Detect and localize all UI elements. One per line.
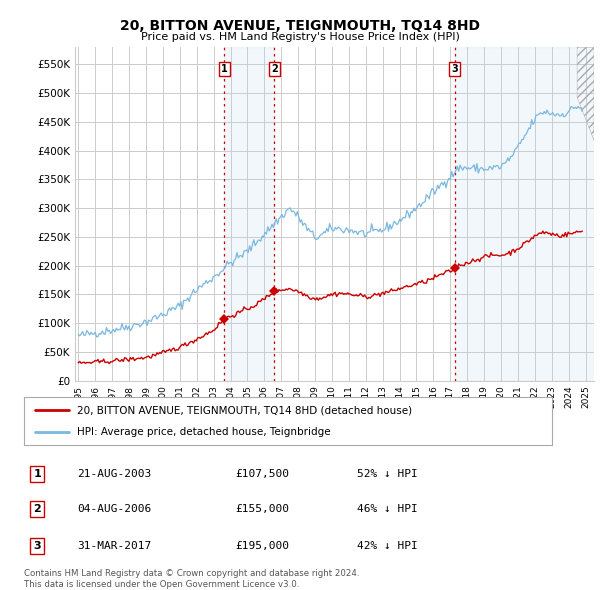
Text: 2: 2 xyxy=(34,504,41,514)
Text: 04-AUG-2006: 04-AUG-2006 xyxy=(77,504,151,514)
Text: 1: 1 xyxy=(34,470,41,479)
Text: 2: 2 xyxy=(271,64,278,74)
Text: 52% ↓ HPI: 52% ↓ HPI xyxy=(356,470,418,479)
Bar xyxy=(455,47,594,381)
Text: 20, BITTON AVENUE, TEIGNMOUTH, TQ14 8HD (detached house): 20, BITTON AVENUE, TEIGNMOUTH, TQ14 8HD … xyxy=(77,405,412,415)
Text: 3: 3 xyxy=(451,64,458,74)
Text: £107,500: £107,500 xyxy=(235,470,289,479)
Text: 20, BITTON AVENUE, TEIGNMOUTH, TQ14 8HD: 20, BITTON AVENUE, TEIGNMOUTH, TQ14 8HD xyxy=(120,19,480,33)
Text: 1: 1 xyxy=(221,64,228,74)
Bar xyxy=(224,47,274,381)
Text: 3: 3 xyxy=(34,540,41,550)
Text: 31-MAR-2017: 31-MAR-2017 xyxy=(77,540,151,550)
Text: £155,000: £155,000 xyxy=(235,504,289,514)
Text: 46% ↓ HPI: 46% ↓ HPI xyxy=(356,504,418,514)
Text: Price paid vs. HM Land Registry's House Price Index (HPI): Price paid vs. HM Land Registry's House … xyxy=(140,32,460,42)
Text: £195,000: £195,000 xyxy=(235,540,289,550)
Text: Contains HM Land Registry data © Crown copyright and database right 2024.
This d: Contains HM Land Registry data © Crown c… xyxy=(24,569,359,589)
Text: 42% ↓ HPI: 42% ↓ HPI xyxy=(356,540,418,550)
Text: 21-AUG-2003: 21-AUG-2003 xyxy=(77,470,151,479)
Text: HPI: Average price, detached house, Teignbridge: HPI: Average price, detached house, Teig… xyxy=(77,427,331,437)
